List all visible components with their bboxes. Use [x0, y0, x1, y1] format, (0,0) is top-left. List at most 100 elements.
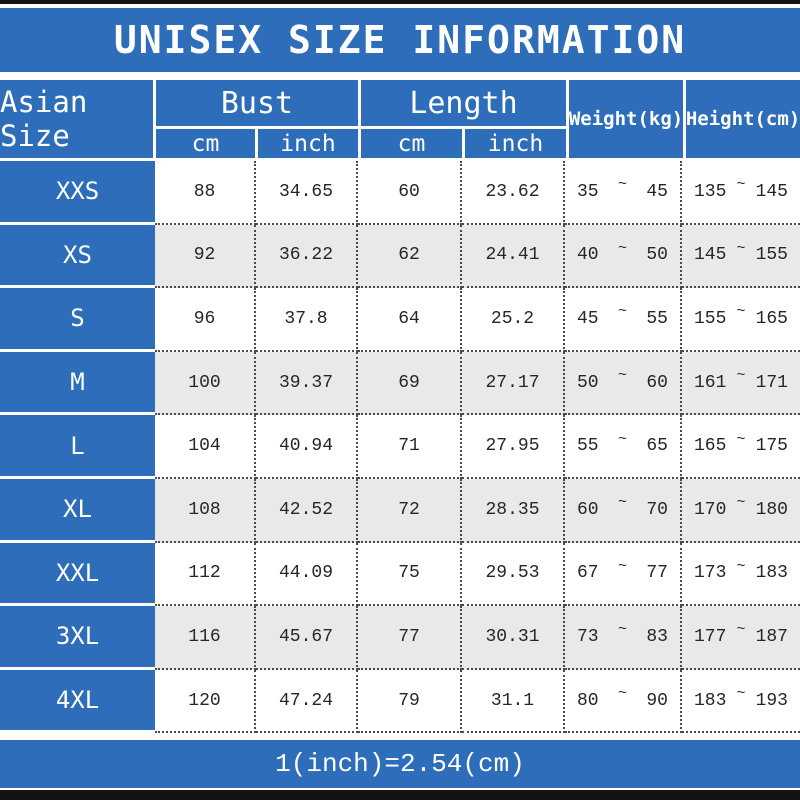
range-tilde-icon: ~ [736, 176, 746, 194]
weight-min-value: 67 [577, 563, 599, 584]
bust-cm-value: 116 [155, 606, 256, 670]
table-row: 3XL 116 45.67 77 30.31 73 ~ 83 177 ~ 187 [0, 606, 800, 670]
range-tilde-icon: ~ [736, 557, 746, 575]
length-inch-value: 23.62 [462, 161, 565, 225]
weight-max-value: 55 [646, 308, 668, 329]
size-label: 4XL [0, 669, 155, 734]
table-row: S 96 37.8 64 25.2 45 ~ 55 155 ~ 165 [0, 288, 800, 352]
size-label: M [0, 351, 155, 416]
table-header: Asian Size Bust Length Weight(kg) Height… [0, 80, 800, 158]
range-tilde-icon: ~ [617, 303, 627, 321]
length-cm-value: 79 [358, 669, 462, 734]
weight-max-value: 90 [646, 690, 668, 711]
column-header-length-cm: cm [361, 129, 462, 158]
size-label: 3XL [0, 606, 155, 670]
length-inch-value: 29.53 [462, 542, 565, 607]
range-tilde-icon: ~ [617, 685, 627, 703]
bust-cm-value: 100 [155, 351, 256, 416]
bust-inch-value: 34.65 [256, 161, 358, 225]
conversion-note: 1(inch)=2.54(cm) [275, 749, 525, 780]
length-inch-value: 28.35 [462, 478, 565, 543]
bust-inch-value: 39.37 [256, 351, 358, 416]
height-max-value: 165 [755, 308, 788, 329]
table-row: 4XL 120 47.24 79 31.1 80 ~ 90 183 ~ 193 [0, 669, 800, 734]
column-header-length-inch: inch [465, 129, 566, 158]
length-cm-value: 62 [358, 224, 462, 289]
range-tilde-icon: ~ [617, 367, 627, 385]
weight-min-value: 40 [577, 245, 599, 266]
weight-range: 50 ~ 60 [565, 351, 682, 416]
length-cm-value: 64 [358, 288, 462, 352]
height-max-value: 183 [755, 563, 788, 584]
height-range: 135 ~ 145 [682, 161, 800, 225]
length-inch-value: 27.95 [462, 415, 565, 479]
bust-inch-value: 47.24 [256, 669, 358, 734]
weight-min-value: 80 [577, 690, 599, 711]
length-cm-value: 75 [358, 542, 462, 607]
bottom-border-bar [0, 790, 800, 800]
height-min-value: 165 [694, 436, 727, 457]
height-min-value: 173 [694, 563, 727, 584]
weight-min-value: 55 [577, 436, 599, 457]
range-tilde-icon: ~ [617, 557, 627, 575]
bust-inch-value: 36.22 [256, 224, 358, 289]
size-label: L [0, 415, 155, 479]
range-tilde-icon: ~ [736, 430, 746, 448]
size-label: XS [0, 224, 155, 289]
column-header-length: Length [361, 80, 566, 126]
weight-max-value: 65 [646, 436, 668, 457]
length-inch-value: 31.1 [462, 669, 565, 734]
height-min-value: 145 [694, 245, 727, 266]
table-row: XXS 88 34.65 60 23.62 35 ~ 45 135 ~ 145 [0, 161, 800, 225]
table-row: XS 92 36.22 62 24.41 40 ~ 50 145 ~ 155 [0, 224, 800, 289]
height-range: 170 ~ 180 [682, 478, 800, 543]
bust-cm-value: 120 [155, 669, 256, 734]
length-inch-value: 30.31 [462, 606, 565, 670]
height-max-value: 193 [755, 690, 788, 711]
length-inch-value: 24.41 [462, 224, 565, 289]
range-tilde-icon: ~ [736, 367, 746, 385]
height-max-value: 175 [755, 436, 788, 457]
bust-inch-value: 42.52 [256, 478, 358, 543]
weight-max-value: 70 [646, 499, 668, 520]
weight-range: 67 ~ 77 [565, 542, 682, 607]
bust-cm-value: 112 [155, 542, 256, 607]
table-row: L 104 40.94 71 27.95 55 ~ 65 165 ~ 175 [0, 415, 800, 479]
weight-range: 45 ~ 55 [565, 288, 682, 352]
range-tilde-icon: ~ [617, 239, 627, 257]
weight-min-value: 50 [577, 372, 599, 393]
weight-range: 60 ~ 70 [565, 478, 682, 543]
weight-range: 80 ~ 90 [565, 669, 682, 734]
top-border-bar [0, 0, 800, 4]
bust-inch-value: 40.94 [256, 415, 358, 479]
height-range: 145 ~ 155 [682, 224, 800, 289]
weight-max-value: 45 [646, 181, 668, 202]
weight-min-value: 35 [577, 181, 599, 202]
length-cm-value: 71 [358, 415, 462, 479]
range-tilde-icon: ~ [617, 176, 627, 194]
title-banner: UNISEX SIZE INFORMATION [0, 8, 800, 72]
range-tilde-icon: ~ [736, 494, 746, 512]
range-tilde-icon: ~ [736, 621, 746, 639]
height-range: 173 ~ 183 [682, 542, 800, 607]
range-tilde-icon: ~ [736, 239, 746, 257]
size-label: XXL [0, 542, 155, 607]
top-white-gap [0, 4, 800, 8]
bust-cm-value: 92 [155, 224, 256, 289]
column-header-bust-inch: inch [258, 129, 358, 158]
height-range: 183 ~ 193 [682, 669, 800, 734]
bust-cm-value: 88 [155, 161, 256, 225]
weight-max-value: 83 [646, 626, 668, 647]
height-min-value: 170 [694, 499, 727, 520]
bust-inch-value: 45.67 [256, 606, 358, 670]
height-max-value: 171 [755, 372, 788, 393]
weight-min-value: 45 [577, 308, 599, 329]
length-cm-value: 77 [358, 606, 462, 670]
table-body: XXS 88 34.65 60 23.62 35 ~ 45 135 ~ 145 … [0, 161, 800, 734]
height-min-value: 183 [694, 690, 727, 711]
height-min-value: 177 [694, 626, 727, 647]
size-label: S [0, 288, 155, 352]
height-max-value: 187 [755, 626, 788, 647]
weight-max-value: 50 [646, 245, 668, 266]
weight-range: 55 ~ 65 [565, 415, 682, 479]
